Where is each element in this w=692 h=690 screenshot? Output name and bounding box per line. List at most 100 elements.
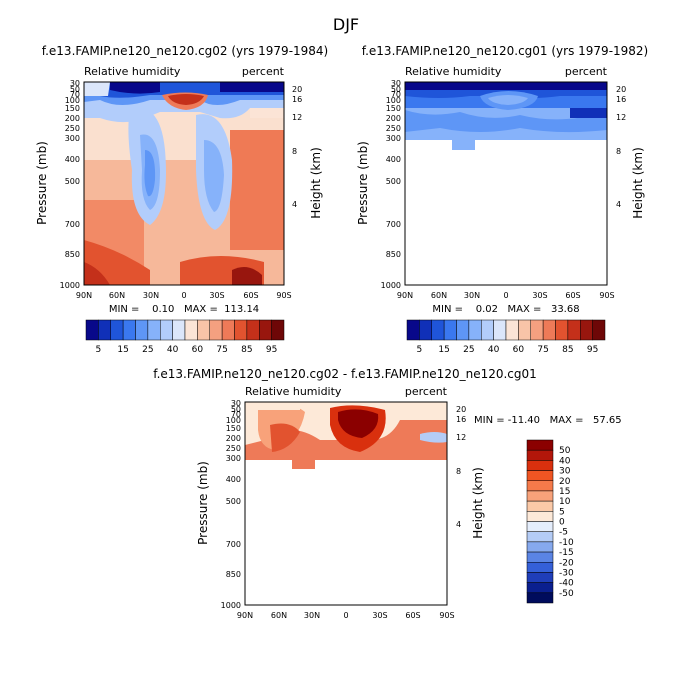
y-tick-label: 50 (70, 85, 80, 94)
colorbar-swatch (98, 319, 111, 341)
height-tick-label: 4 (292, 200, 297, 209)
colorbar-label: -20 (559, 558, 574, 568)
colorbar-swatch (526, 531, 554, 543)
x-tick-label: 90N (76, 291, 92, 300)
y-tick-label: 150 (65, 104, 80, 113)
colorbar-label: 25 (142, 345, 153, 355)
y-tick-label: 70 (391, 90, 401, 99)
y-tick-label: 1000 (221, 601, 241, 610)
panel-1: f.e13.FAMIP.ne120_ne120.cg02 (yrs 1979-1… (35, 44, 328, 355)
colorbar-swatch (234, 319, 248, 341)
colorbar-label: -50 (559, 589, 574, 599)
colorbar-label: 60 (513, 345, 525, 355)
colorbar-label: 20 (559, 477, 571, 487)
panel-1-frame (83, 81, 285, 286)
x-tick-label: 60N (271, 611, 287, 620)
x-tick-label: 60N (109, 291, 125, 300)
x-tick-label: 0 (503, 291, 508, 300)
height-tick-label: 20 (292, 85, 302, 94)
panel-3-y2label: Height (km) (471, 467, 485, 538)
height-tick-label: 8 (616, 147, 621, 156)
panel-3-units: percent (405, 385, 448, 398)
y-tick-label: 150 (386, 104, 401, 113)
panel-3-variable: Relative humidity (245, 385, 342, 398)
height-tick-label: 4 (456, 520, 461, 529)
colorbar-swatch (526, 460, 554, 471)
y-tick-label: 200 (226, 434, 241, 443)
height-tick-label: 20 (456, 405, 466, 414)
x-tick-label: 0 (343, 611, 348, 620)
colorbar-swatch (443, 319, 457, 341)
y-tick-label: 250 (65, 124, 80, 133)
y-tick-label: 70 (70, 90, 80, 99)
colorbar-swatch (526, 439, 554, 451)
panel-3-xlabels: 90N 60N 30N 0 30S 60S 90S (237, 611, 455, 620)
colorbar-swatch (567, 319, 581, 341)
panel-1-y2label: Height (km) (309, 147, 323, 218)
panel-1-field (84, 82, 284, 285)
height-tick-label: 16 (616, 95, 626, 104)
colorbar-swatch (526, 551, 554, 563)
x-tick-label: 90S (439, 611, 454, 620)
colorbar-swatch (526, 511, 554, 522)
y-tick-label: 850 (386, 250, 401, 259)
colorbar-label: 5 (559, 507, 565, 517)
colorbar-label: 0 (559, 518, 565, 528)
panel-2-field (405, 82, 607, 150)
panel-1-ylabel: Pressure (mb) (35, 141, 49, 225)
x-tick-label: 60S (405, 611, 420, 620)
colorbar-swatch (110, 319, 124, 341)
y-tick-label: 200 (386, 114, 401, 123)
x-tick-label: 90S (276, 291, 291, 300)
colorbar-swatch (456, 319, 470, 341)
x-tick-label: 30N (304, 611, 320, 620)
height-tick-label: 12 (616, 113, 626, 122)
panel-2: f.e13.FAMIP.ne120_ne120.cg01 (yrs 1979-1… (356, 44, 648, 355)
colorbar-label: 15 (438, 345, 449, 355)
x-tick-label: 90S (599, 291, 614, 300)
colorbar-swatch (147, 319, 161, 341)
colorbar-swatch (526, 572, 554, 583)
panel-3-stats: MIN = -11.40 MAX = 57.65 (474, 415, 622, 426)
panel-1-xlabels: 90N 60N 30N 0 30S 60S 90S (76, 291, 292, 300)
colorbar-label: -30 (559, 568, 574, 578)
y-tick-label: 50 (391, 85, 401, 94)
x-tick-label: 90N (397, 291, 413, 300)
colorbar-swatch (406, 319, 420, 341)
colorbar-label: 85 (241, 345, 252, 355)
y-tick-label: 700 (386, 220, 401, 229)
panel-1-units: percent (242, 65, 285, 78)
x-tick-label: 0 (181, 291, 186, 300)
x-tick-label: 30S (532, 291, 547, 300)
panel-2-title: f.e13.FAMIP.ne120_ne120.cg01 (yrs 1979-1… (362, 44, 649, 58)
height-tick-label: 8 (456, 467, 461, 476)
colorbar-swatch (505, 319, 519, 341)
y-tick-label: 700 (65, 220, 80, 229)
colorbar-label: 50 (559, 446, 571, 456)
y-tick-label: 200 (65, 114, 80, 123)
colorbar-swatch (526, 480, 554, 492)
y-tick-label: 500 (226, 497, 241, 506)
colorbar-swatch (526, 470, 554, 481)
y-tick-label: 70 (231, 410, 241, 419)
panel-2-y2label: Height (km) (631, 147, 645, 218)
y-tick-label: 100 (386, 96, 401, 105)
height-tick-label: 4 (616, 200, 621, 209)
y-tick-label: 30 (70, 79, 80, 88)
y-tick-label: 850 (226, 570, 241, 579)
panel-2-xlabels: 90N 60N 30N 0 30S 60S 90S (397, 291, 615, 300)
y-tick-label: 100 (65, 96, 80, 105)
panel-3-frame (244, 401, 448, 606)
colorbar-swatch (526, 521, 554, 532)
panel-3-ylabel: Pressure (mb) (196, 461, 210, 545)
colorbar-swatch (518, 319, 531, 341)
colorbar-label: 15 (117, 345, 128, 355)
colorbar-label: 40 (488, 345, 500, 355)
panel-1-ylabels: 30 50 70 100 150 200 250 300 400 500 700… (60, 79, 80, 290)
x-tick-label: 60S (243, 291, 258, 300)
colorbar-swatch (542, 319, 556, 341)
colorbar-label: 40 (167, 345, 179, 355)
y-tick-label: 250 (386, 124, 401, 133)
x-tick-label: 30S (209, 291, 224, 300)
